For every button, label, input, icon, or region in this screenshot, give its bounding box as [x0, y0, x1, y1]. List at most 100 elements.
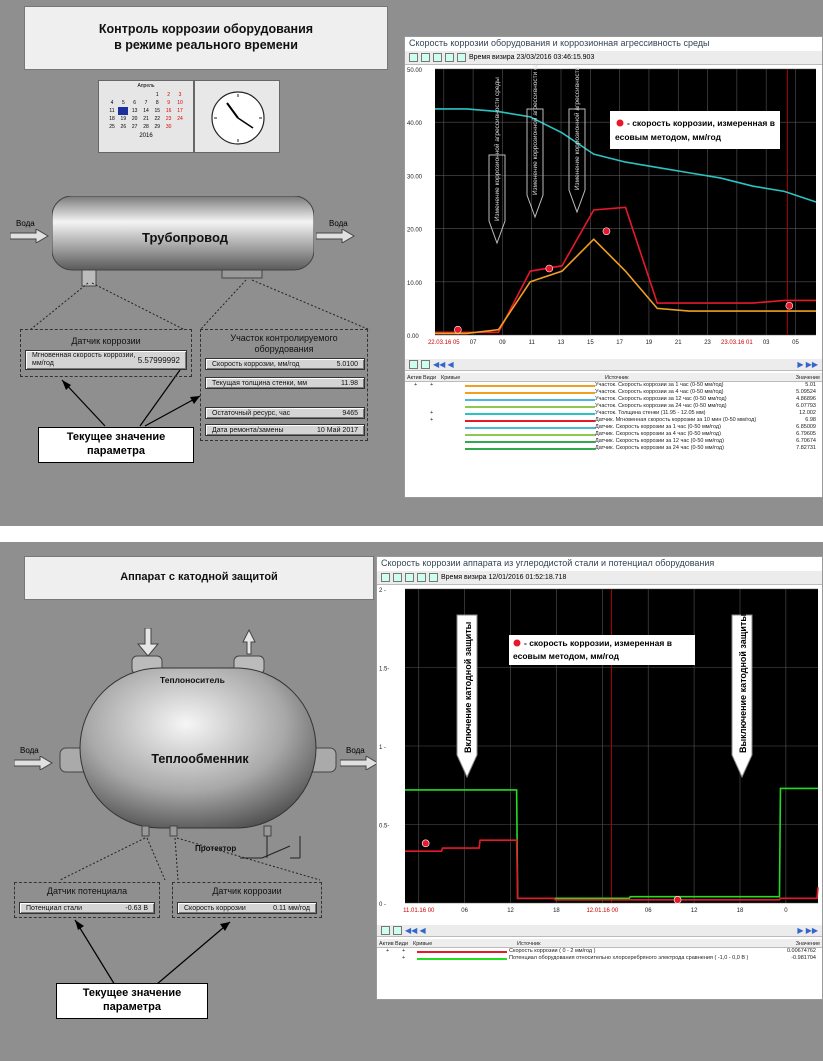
current-value-callout: Текущее значение параметра: [38, 427, 194, 463]
zoom-icon[interactable]: [381, 573, 390, 582]
arrow-right-icon: [316, 229, 355, 243]
settings-icon[interactable]: [421, 360, 430, 369]
table-row[interactable]: + Участок. Толщина стенки (11.95 - 12.05 …: [405, 410, 822, 417]
corrosion-sensor-header: Датчик коррозии: [71, 336, 141, 346]
calendar-day[interactable]: 8: [155, 100, 159, 106]
instant-corrosion-value: 5.57999992: [137, 355, 180, 365]
calendar-day[interactable]: 5: [121, 100, 125, 106]
nav-forward-icon[interactable]: ▶ ▶▶: [797, 360, 818, 369]
nav-arrows-icon[interactable]: ◀◀ ◀: [433, 360, 454, 369]
calendar-day[interactable]: 3: [178, 92, 182, 98]
save-icon[interactable]: [433, 53, 442, 62]
row-curve-swatch: [465, 427, 595, 429]
calendar-day[interactable]: 30: [165, 124, 172, 130]
calendar-day[interactable]: 15: [154, 108, 161, 114]
measured-point: [602, 227, 611, 236]
settings-icon[interactable]: [393, 926, 402, 935]
calendar-day[interactable]: 4: [110, 100, 114, 106]
annotation-arrow: Изменение коррозионной агрессивности сре…: [488, 77, 506, 245]
row-visible[interactable]: +: [402, 948, 406, 954]
calendar-day[interactable]: 7: [144, 100, 148, 106]
row-active[interactable]: +: [414, 382, 418, 388]
x-tick-label: 06: [461, 908, 468, 914]
row-curve-swatch: [417, 958, 507, 960]
row-curve-swatch: [465, 420, 595, 422]
search-icon[interactable]: [421, 53, 430, 62]
table-row[interactable]: + + Скорость коррозии ( 0 - 2 мм/год ) 0.00…: [377, 948, 822, 955]
calendar-day[interactable]: 29: [154, 124, 161, 130]
measured-point: [785, 301, 794, 310]
calendar-day[interactable]: 18: [109, 116, 115, 122]
calendar-day[interactable]: 1: [155, 92, 159, 98]
calendar-day[interactable]: 9: [167, 100, 171, 106]
grid-icon[interactable]: [417, 573, 426, 582]
y-tick-label: 0.00: [407, 334, 419, 340]
table-row[interactable]: + Потенциал оборудования относительно хло…: [377, 955, 822, 962]
row-visible[interactable]: +: [402, 955, 406, 961]
row-value: -0.981704: [791, 955, 816, 961]
row-value: 12.002: [799, 410, 816, 416]
calendar-day[interactable]: 17: [177, 108, 183, 114]
clock-icon[interactable]: [457, 53, 466, 62]
calendar-day[interactable]: 2: [167, 92, 171, 98]
table-row[interactable]: + Датчик. Мгновенная скорость коррозии за…: [405, 417, 822, 424]
calendar-day[interactable]: 26: [120, 124, 127, 130]
row-source: Скорость коррозии ( 0 - 2 мм/год ): [509, 948, 596, 954]
callout-line-2: параметра: [103, 1001, 161, 1013]
calendar-day[interactable]: 13: [131, 108, 138, 114]
table-row[interactable]: Датчик. Скорость коррозии за 12 час (0-5…: [405, 438, 822, 445]
row-visible[interactable]: +: [430, 410, 434, 416]
calendar-day[interactable]: 16: [165, 108, 172, 114]
calendar-day[interactable]: 12: [118, 107, 129, 115]
y-tick-label: 40.00: [407, 121, 423, 127]
row-visible[interactable]: +: [430, 382, 434, 388]
search-icon[interactable]: [393, 573, 402, 582]
calendar-day[interactable]: 14: [143, 108, 149, 114]
row-visible[interactable]: +: [430, 417, 434, 423]
chart-plot[interactable]: 2 - 1.5- 1 - 0.5- 0 - 11.01.16 00 06 12 18 12.01.…: [377, 585, 822, 925]
row-source: Датчик. Скорость коррозии за 1 час (0-50…: [595, 424, 721, 430]
calendar-day[interactable]: 21: [143, 116, 149, 122]
calendar-day[interactable]: 11: [109, 108, 115, 114]
calendar-day[interactable]: 27: [131, 124, 138, 130]
save-icon[interactable]: [381, 926, 390, 935]
grid-icon[interactable]: [445, 53, 454, 62]
nav-forward-icon[interactable]: ▶ ▶▶: [797, 926, 818, 935]
calendar-day[interactable]: 22: [154, 116, 161, 122]
table-row[interactable]: Датчик. Скорость коррозии за 4 час (0-50…: [405, 431, 822, 438]
exchanger-label: Теплообменник: [151, 752, 249, 766]
table-row[interactable]: Участок. Скорость коррозии за 4 час (0-5…: [405, 389, 822, 396]
calendar-year: 2016: [139, 133, 153, 139]
row-value: 6.79605: [796, 431, 816, 437]
steel-potential-label: Потенциал стали: [26, 904, 83, 912]
title-line-2: в режиме реального времени: [114, 38, 298, 52]
table-row[interactable]: Участок. Скорость коррозии за 12 час (0-…: [405, 396, 822, 403]
calendar-day[interactable]: 6: [133, 100, 137, 106]
save-icon[interactable]: [409, 360, 418, 369]
corrosion-sensor-box: Датчик коррозии Скорость коррозии 0.11 м…: [172, 882, 322, 918]
calendar-day[interactable]: 19: [120, 116, 127, 122]
calendar-day[interactable]: 28: [143, 124, 149, 130]
calendar-widget[interactable]: Апрель 1 2 3 4 5 6 7 8 9 10 11 12 13 14 15 16 17 18 19 20 21…: [98, 80, 194, 153]
cathodic-chart-window[interactable]: Скорость коррозии аппарата из углеродист…: [376, 556, 823, 1000]
protector-label: Протектор: [195, 844, 237, 853]
calendar-day[interactable]: 10: [177, 100, 183, 106]
connector-lines: [29, 279, 371, 427]
calendar-day[interactable]: 25: [109, 124, 115, 130]
corrosion-chart-window[interactable]: Скорость коррозии оборудования и коррози…: [404, 36, 823, 498]
calendar-day[interactable]: 23: [165, 116, 172, 122]
table-row[interactable]: Участок. Скорость коррозии за 24 час (0-…: [405, 403, 822, 410]
zoom-icon[interactable]: [409, 53, 418, 62]
nav-arrows-icon[interactable]: ◀◀ ◀: [405, 926, 426, 935]
row-active[interactable]: +: [386, 948, 390, 954]
calendar-day[interactable]: 20: [131, 116, 138, 122]
clock-icon[interactable]: [429, 573, 438, 582]
row-source: Участок. Скорость коррозии за 4 час (0-5…: [595, 389, 724, 395]
calendar-day[interactable]: 24: [177, 116, 183, 122]
table-row[interactable]: Датчик. Скорость коррозии за 24 час (0-5…: [405, 445, 822, 452]
annotation-text: Изменение коррозионной агрессивности сре…: [493, 77, 501, 221]
table-row[interactable]: + + Участок. Скорость коррозии за 1 час (0…: [405, 382, 822, 389]
chart-plot[interactable]: 50.00 40.00 30.00 20.00 10.00 0.00 22.03.16 05…: [405, 65, 822, 359]
save-icon[interactable]: [405, 573, 414, 582]
table-row[interactable]: Датчик. Скорость коррозии за 1 час (0-50…: [405, 424, 822, 431]
